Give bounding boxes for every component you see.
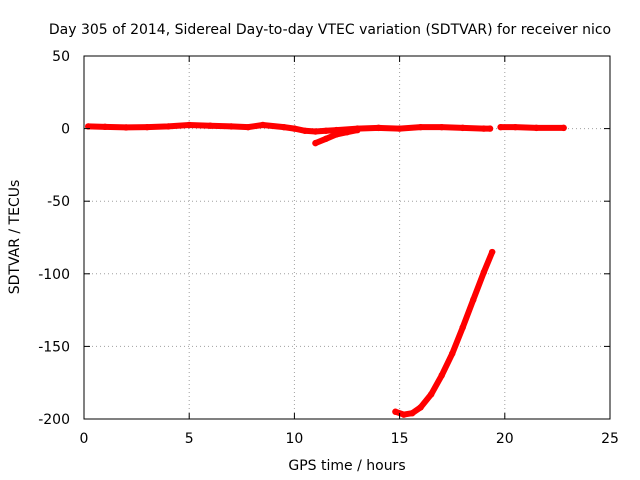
data-point	[143, 123, 151, 131]
chart-title: Day 305 of 2014, Sidereal Day-to-day VTE…	[49, 22, 611, 38]
data-point	[122, 124, 130, 131]
data-point	[343, 129, 351, 136]
plot-frame	[83, 55, 611, 420]
series-line-0	[85, 122, 494, 135]
y-tick-label: 50	[52, 49, 70, 65]
data-point	[101, 123, 109, 131]
data-point	[228, 123, 235, 130]
x-tick-label: 15	[391, 431, 409, 447]
x-tick-label: 25	[601, 431, 619, 447]
x-tick-label: 10	[285, 431, 303, 447]
data-point	[207, 122, 214, 129]
data-point	[417, 123, 424, 131]
data-point	[560, 124, 567, 132]
y-tick-label: -100	[38, 267, 70, 283]
data-point	[417, 404, 424, 411]
data-point	[301, 127, 309, 134]
y-tick-label: -150	[38, 339, 70, 355]
data-point	[459, 124, 466, 132]
data-point	[375, 124, 382, 132]
data-point	[480, 269, 487, 276]
data-point	[291, 125, 298, 132]
data-point	[392, 408, 399, 415]
data-point	[164, 123, 172, 130]
data-point	[322, 135, 330, 142]
grid-lines	[84, 56, 610, 419]
data-point	[533, 124, 540, 132]
data-point	[396, 125, 403, 132]
data-point	[512, 123, 519, 131]
x-axis-title: GPS time / hours	[288, 458, 405, 474]
data-point	[354, 126, 361, 134]
data-point	[409, 409, 416, 417]
data-point	[186, 121, 193, 129]
y-axis-title: SDTVAR / TECUs	[7, 180, 23, 295]
x-tick-label: 20	[496, 431, 514, 447]
data-point	[438, 123, 445, 131]
data-point	[244, 123, 252, 131]
data-point	[449, 350, 456, 357]
x-tick-label: 0	[80, 431, 89, 447]
data-point	[486, 125, 494, 132]
tick-marks	[83, 55, 611, 420]
data-point	[322, 127, 330, 134]
data-point	[488, 248, 496, 256]
series-line-2	[497, 124, 567, 131]
data-point	[280, 123, 288, 131]
y-tick-label: -200	[38, 412, 70, 428]
data-point	[480, 125, 487, 132]
data-point	[497, 123, 504, 131]
x-tick-label: 5	[185, 431, 194, 447]
data-point	[470, 296, 477, 304]
data-point	[333, 131, 340, 138]
data-point	[438, 372, 445, 379]
data-point	[400, 411, 408, 418]
data-point	[312, 128, 319, 135]
data-point	[427, 391, 435, 398]
y-tick-label: 0	[61, 122, 70, 138]
data-point	[85, 123, 92, 130]
data-point	[459, 324, 466, 331]
tick-labels: 0 5 10 15 20 25 50 0 -50 -100 -150 -200	[38, 49, 619, 447]
series-line-3	[392, 249, 496, 418]
series-layer	[85, 121, 567, 418]
y-tick-label: -50	[47, 194, 70, 210]
data-point	[312, 139, 319, 147]
data-point	[259, 121, 267, 129]
